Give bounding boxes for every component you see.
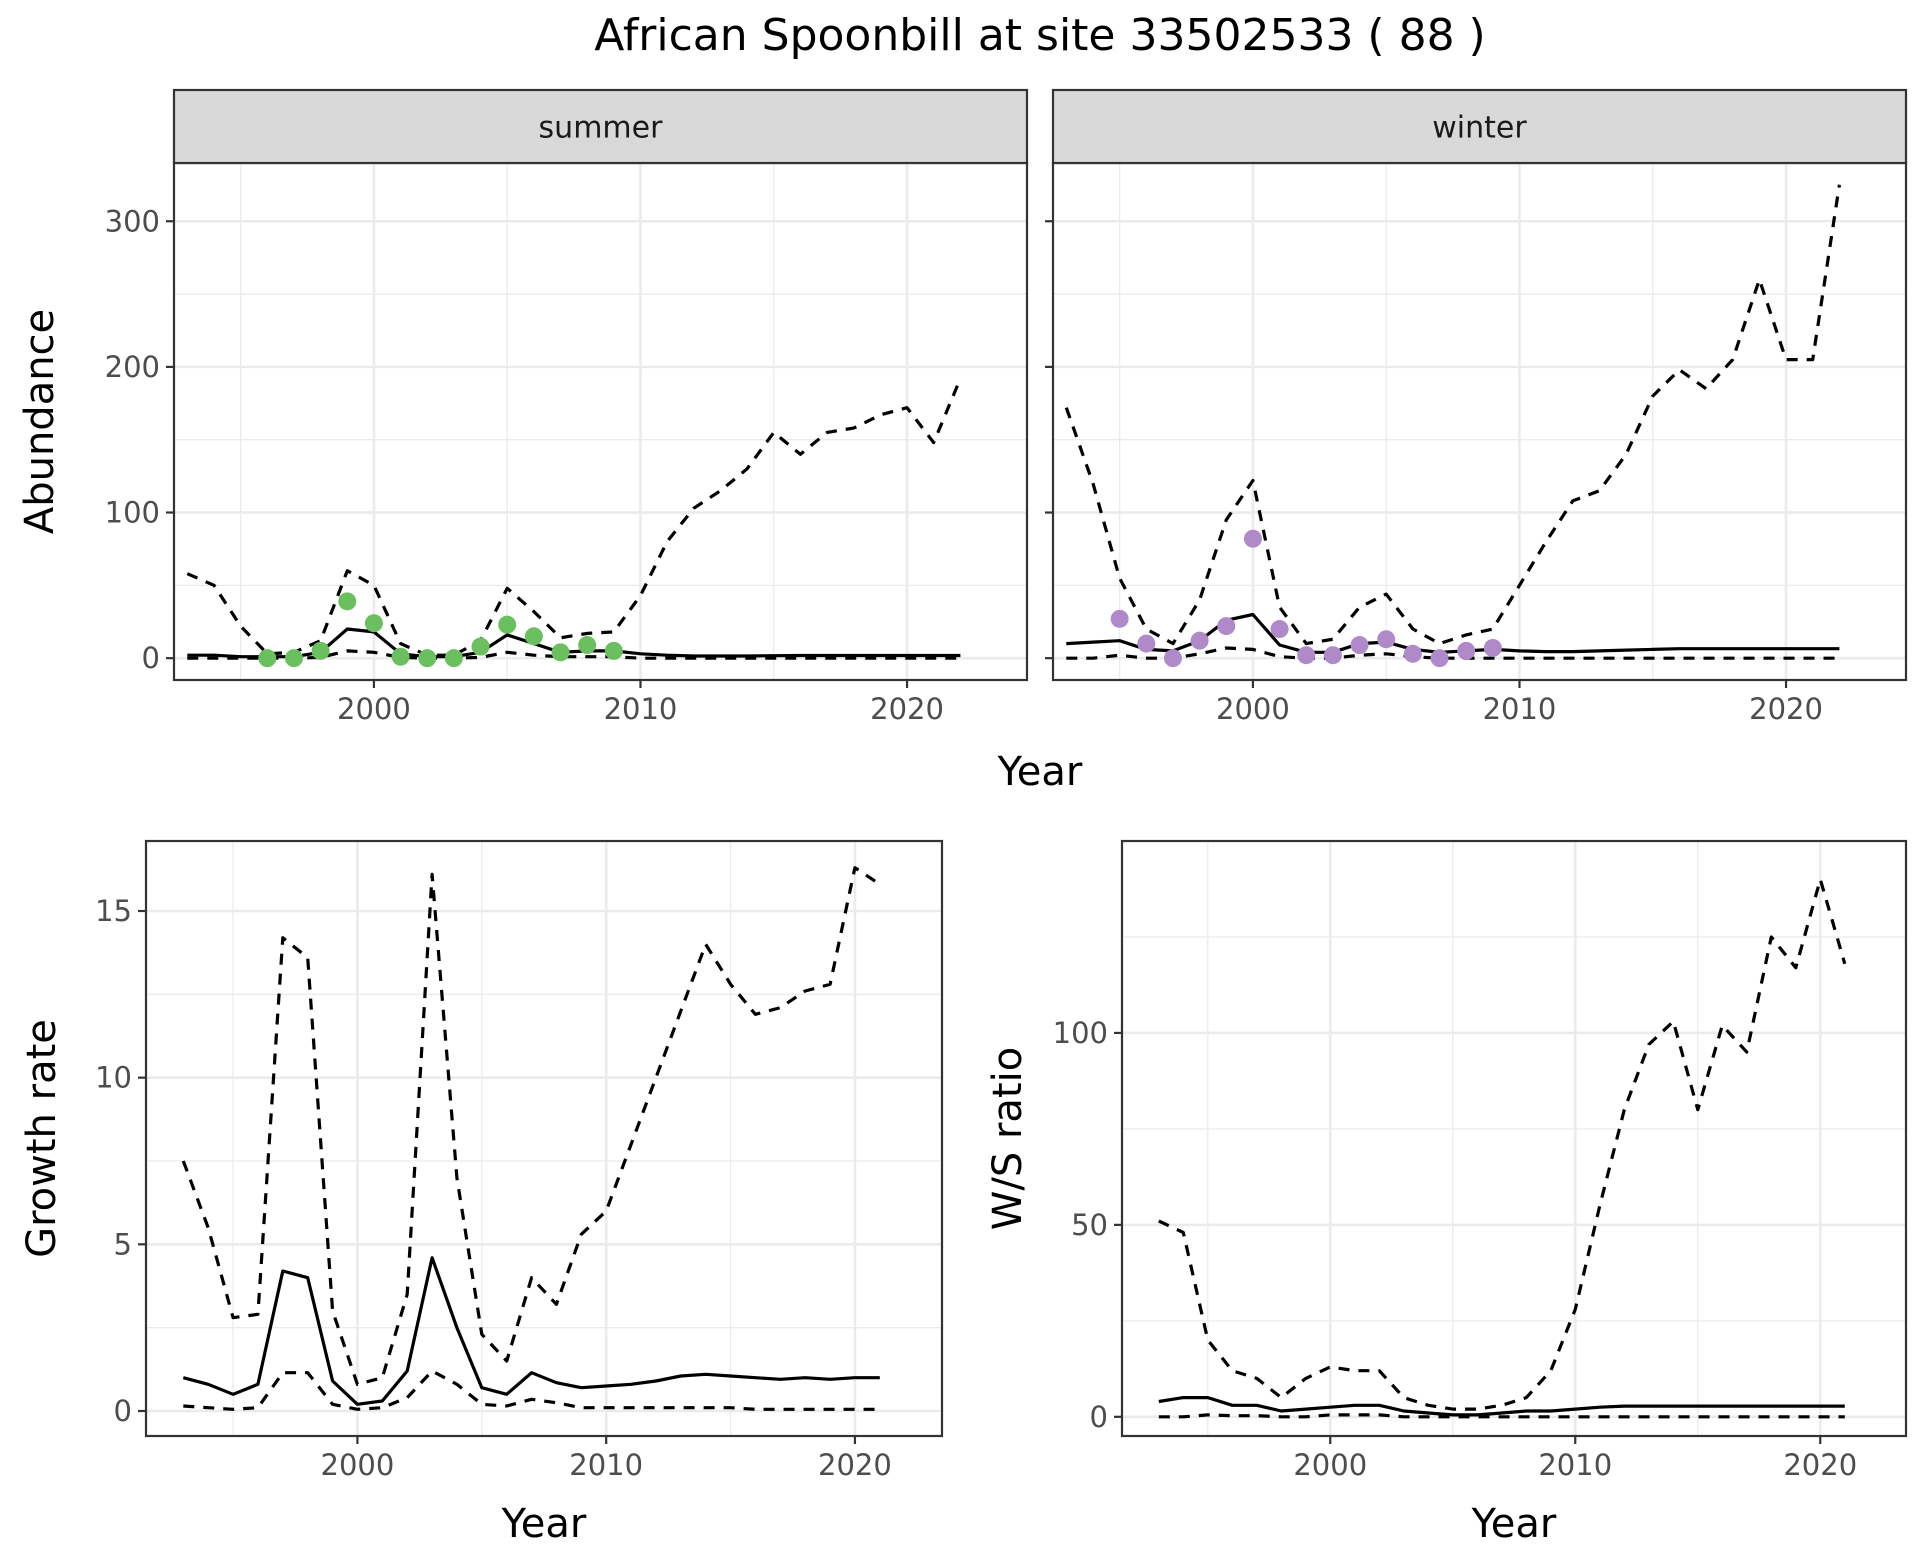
facet-strip-label: winter: [1432, 111, 1527, 146]
x-tick-label: 2000: [1216, 692, 1290, 726]
series-line-upper: [1064, 184, 1841, 646]
data-point: [524, 627, 543, 646]
data-point: [1457, 641, 1476, 660]
y-tick-label: 300: [105, 204, 160, 238]
series-line-upper: [186, 377, 962, 657]
data-point: [444, 649, 463, 668]
x-tick-label: 2020: [1749, 692, 1823, 726]
data-point: [1297, 646, 1316, 665]
data-point: [1217, 617, 1236, 636]
data-point: [1403, 644, 1422, 663]
data-point: [418, 649, 437, 668]
y-tick-label: 5: [114, 1227, 132, 1261]
y-tick-label: 10: [95, 1061, 132, 1095]
y-tick-label: 50: [1071, 1208, 1108, 1242]
x-tick-label: 2020: [818, 1448, 892, 1482]
series-line-lower: [183, 1369, 880, 1411]
y-tick-label: 100: [105, 496, 160, 530]
panel-border: [144, 839, 944, 1438]
data-point: [604, 641, 623, 660]
y-axis-title: W/S ratio: [985, 1047, 1031, 1230]
x-tick-label: 2020: [870, 692, 944, 726]
x-tick-label: 2000: [337, 692, 411, 726]
x-tick-label: 2010: [1483, 692, 1557, 726]
data-point: [258, 649, 277, 668]
data-point: [1137, 634, 1156, 653]
x-tick-label: 2000: [1293, 1448, 1367, 1482]
series-line-lower: [1066, 646, 1840, 660]
x-axis-title: Year: [501, 1501, 587, 1547]
x-tick-label: 2010: [569, 1448, 643, 1482]
facet-strip: [1051, 88, 1908, 165]
data-point: [1163, 649, 1182, 668]
chart-title: African Spoonbill at site 33502533 ( 88 …: [594, 10, 1485, 61]
data-point: [1350, 636, 1369, 655]
data-point: [578, 636, 597, 655]
y-tick-label: 100: [1053, 1016, 1108, 1050]
data-point: [471, 637, 490, 656]
y-tick-label: 200: [105, 350, 160, 384]
series-line-upper: [181, 866, 881, 1386]
panel-winter: winter 2000 2010 2020: [1045, 88, 1908, 726]
facet-strip-label: summer: [539, 111, 664, 146]
y-tick-label: 0: [114, 1394, 132, 1428]
data-point: [551, 643, 570, 662]
series-line-mean: [1158, 1395, 1845, 1417]
x-tick-label: 2000: [321, 1448, 395, 1482]
data-point: [391, 647, 410, 666]
y-axis-title: Abundance: [17, 309, 63, 534]
series-line-lower: [1158, 1413, 1845, 1419]
x-tick-label: 2010: [1538, 1448, 1612, 1482]
data-point: [338, 592, 357, 611]
data-point: [1110, 609, 1129, 628]
data-point: [1377, 630, 1396, 649]
x-tick-label: 2010: [604, 692, 678, 726]
panel-growth-rate: 2000 2010 2020 0 5 10 15 Growth rate Year: [19, 839, 944, 1547]
facet-strip: [172, 88, 1029, 165]
series-line-upper: [1158, 877, 1847, 1411]
data-point: [498, 615, 517, 634]
data-point: [1483, 638, 1502, 657]
data-point: [364, 614, 383, 633]
data-point: [311, 641, 330, 660]
y-axis-title: Growth rate: [19, 1019, 65, 1258]
y-tick-label: 15: [95, 894, 132, 928]
data-point: [1430, 649, 1449, 668]
y-tick-label: 0: [142, 641, 160, 675]
x-tick-label: 2020: [1783, 1448, 1857, 1482]
x-axis-title: Year: [1471, 1501, 1557, 1547]
top-x-axis-title: Year: [997, 749, 1083, 795]
panel-ws-ratio: 2000 2010 2020 0 50 100 W/S ratio Year: [985, 839, 1908, 1547]
panel-summer: summer 2000 2010 2020 0 100 200 300 Abundance: [17, 88, 1029, 726]
data-point: [1190, 631, 1209, 650]
data-point: [1323, 646, 1342, 665]
panel-border: [1120, 839, 1908, 1438]
y-tick-label: 0: [1090, 1400, 1108, 1434]
data-point: [1243, 529, 1262, 548]
series-line-mean: [182, 1256, 880, 1406]
data-point: [284, 649, 303, 668]
data-point: [1270, 620, 1289, 639]
